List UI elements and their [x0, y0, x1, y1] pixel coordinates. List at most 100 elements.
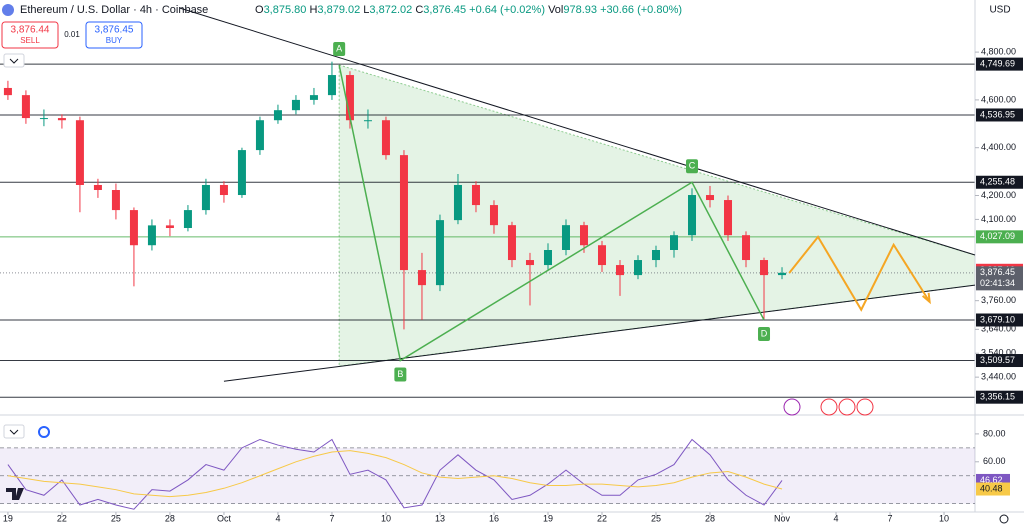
candle-body [507, 225, 516, 261]
x-tick-label: 7 [329, 513, 334, 523]
indicator-icon[interactable] [38, 426, 50, 438]
x-tick-label: Nov [774, 513, 791, 523]
rsi-line [7, 438, 783, 510]
candle-body [129, 210, 138, 246]
trendline [179, 7, 976, 256]
candle-body [453, 184, 462, 221]
price-label: 4,255.48 [980, 177, 1015, 187]
buy-price: 3,876.45 [95, 25, 134, 36]
candle-body [309, 95, 318, 100]
candle-body [93, 184, 102, 191]
candle-body [561, 225, 570, 250]
candle-body [525, 260, 534, 266]
y-tick-label: 60.00 [983, 456, 1006, 466]
candle-body [417, 270, 426, 286]
sell-price: 3,876.44 [11, 25, 50, 36]
price-label-box [976, 57, 1023, 71]
price-label-box [976, 108, 1023, 122]
candle-body [21, 95, 30, 119]
candle-body [615, 265, 624, 276]
projection [788, 235, 931, 312]
event-icon[interactable] [838, 398, 856, 416]
pattern-line [338, 64, 765, 362]
currency: USD [989, 5, 1010, 16]
candle-body [273, 110, 282, 121]
candle-body [219, 184, 228, 196]
x-tick-label: 28 [165, 513, 175, 523]
price-label-box [976, 175, 1023, 189]
value-badge [976, 482, 1010, 496]
y-tick-label: 4,200.00 [981, 190, 1016, 200]
pattern-label-box [686, 159, 699, 174]
buy-label: BUY [106, 36, 123, 45]
sell-button[interactable] [1, 21, 59, 49]
candle-body [724, 200, 733, 236]
y-tick-label: 3,760.00 [981, 295, 1016, 305]
spread: 0.01 [64, 30, 80, 39]
price-label-box [976, 354, 1023, 368]
x-tick-label: 28 [705, 513, 715, 523]
candle-body [291, 99, 300, 111]
candle-body [579, 225, 588, 246]
price-label-box [976, 390, 1023, 404]
volume-change: +30.66 (+0.80%) [600, 4, 682, 16]
candle-body [147, 225, 156, 246]
candle-body [345, 75, 354, 121]
price-label: 3,356.15 [980, 392, 1015, 402]
y-tick-label: 80.00 [983, 428, 1006, 438]
ohlc-key: H [309, 4, 317, 16]
event-icon[interactable] [783, 398, 801, 416]
volume: 978.93 [563, 4, 597, 16]
y-tick-label: 4,400.00 [981, 142, 1016, 152]
ohlc-value: 3,872.02 [369, 4, 412, 16]
x-tick-label: 19 [3, 513, 13, 523]
candle-body [597, 245, 606, 266]
x-tick-label: 25 [111, 513, 121, 523]
price-label: 4,749.69 [980, 59, 1015, 69]
volume-key: Vol [548, 4, 563, 16]
y-tick-label: 4,800.00 [981, 46, 1016, 56]
y-tick-label: 4,600.00 [981, 94, 1016, 104]
value-badge-label: 40.48 [980, 483, 1003, 493]
buy-button[interactable] [85, 21, 143, 49]
candle-body [543, 249, 552, 266]
candle-body [760, 260, 769, 276]
settings-icon[interactable] [999, 514, 1009, 524]
value-badge-label: 46.62 [980, 475, 1003, 485]
candle-body [3, 87, 12, 96]
candle-body [633, 260, 642, 276]
ohlc-value: 3,879.02 [317, 4, 360, 16]
trendline [223, 284, 976, 382]
ohlc: O3,875.80 H3,879.02 L3,872.02 C3,876.45 … [255, 4, 682, 16]
x-tick-label: 22 [597, 513, 607, 523]
price-label: 4,027.09 [980, 231, 1015, 241]
candle-body [237, 150, 246, 196]
price-label-box [976, 266, 1023, 291]
candle-body [670, 235, 679, 250]
ohlc-key: C [415, 4, 423, 16]
price-label: 3,509.57 [980, 355, 1015, 365]
candle-body [742, 235, 751, 261]
price-label: 4,536.95 [980, 109, 1015, 119]
x-tick-label: 13 [435, 513, 445, 523]
candle-body [57, 118, 66, 121]
event-icon[interactable] [856, 398, 874, 416]
candle-body [381, 120, 390, 156]
y-tick-label: 3,540.00 [981, 348, 1016, 358]
pattern-label: A [336, 43, 342, 53]
candle-body [39, 118, 48, 120]
chevron [9, 429, 19, 435]
price-label: 3,876.45 [980, 267, 1015, 277]
candle-body [201, 184, 210, 211]
collapse-button[interactable] [3, 53, 25, 68]
collapse-button[interactable] [3, 424, 25, 439]
chevron [9, 58, 19, 64]
rsi-line [7, 450, 783, 498]
candle-body [111, 190, 120, 211]
candle-body [435, 220, 444, 286]
price-label-box [976, 230, 1023, 244]
pattern-label: C [689, 161, 696, 171]
event-icon[interactable] [820, 398, 838, 416]
countdown: 02:41:34 [980, 278, 1015, 288]
ohlc-key: O [255, 4, 264, 16]
